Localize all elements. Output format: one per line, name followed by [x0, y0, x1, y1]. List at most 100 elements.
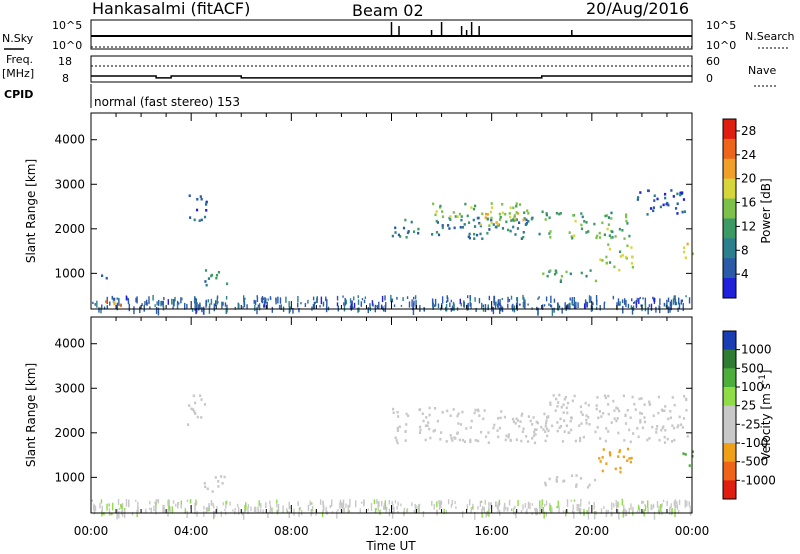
echo-cell	[492, 426, 495, 430]
noise-cell	[436, 509, 438, 515]
noise-cell	[162, 306, 165, 311]
noise-cell	[674, 295, 676, 303]
noise-cell	[363, 499, 365, 507]
echo-cell	[563, 397, 566, 401]
noise-cell	[367, 508, 369, 511]
echo-cell	[628, 234, 631, 238]
noise-cell	[671, 508, 673, 514]
noise-cell	[647, 507, 649, 513]
noise-cell	[209, 303, 211, 308]
noise-cell	[512, 303, 514, 312]
noise-cell	[422, 511, 425, 518]
echo-cell	[515, 438, 518, 441]
noise-cell	[213, 511, 215, 520]
noise-cell	[278, 304, 281, 309]
noise-cell	[276, 503, 278, 508]
noise-cell	[242, 295, 245, 302]
power-y-ticks: 1000 2000 3000 4000	[54, 133, 692, 280]
noise-cell	[214, 511, 216, 518]
velocity-echo-layer	[91, 393, 695, 520]
nsearch-label: N.Search	[745, 30, 795, 43]
noise-cell	[566, 304, 569, 309]
echo-cell	[467, 221, 471, 224]
echo-cell	[205, 209, 208, 212]
echo-cell	[561, 440, 565, 443]
echo-cell	[437, 233, 441, 237]
echo-cell	[555, 211, 559, 215]
echo-cell	[684, 397, 688, 401]
echo-cell	[683, 246, 686, 250]
colorbar-tick-label: 28	[741, 124, 756, 138]
noise-cell	[550, 506, 553, 513]
echo-cell	[509, 439, 512, 442]
noise-cell	[100, 307, 102, 314]
noise-cell	[587, 511, 590, 520]
echo-cell	[632, 432, 635, 435]
noise-cell	[116, 297, 118, 300]
echo-cell	[113, 302, 116, 306]
echo-cell	[647, 189, 650, 193]
noise-cell	[466, 304, 468, 311]
noise-cell	[275, 297, 277, 305]
noise-cell	[390, 294, 392, 302]
echo-cell	[660, 408, 664, 412]
echo-cell	[615, 419, 618, 423]
noise-cell	[135, 297, 137, 303]
echo-cell	[544, 218, 547, 221]
echo-cell	[404, 430, 407, 433]
noise-cell	[557, 304, 560, 311]
echo-cell	[456, 215, 459, 219]
noise-cell	[657, 509, 660, 513]
echo-cell	[473, 225, 477, 228]
echo-cell	[469, 440, 472, 444]
noise-cell	[437, 303, 440, 309]
echo-cell	[558, 393, 561, 397]
noise-cell	[673, 295, 675, 301]
noise-cell	[495, 301, 497, 306]
noise-cell	[493, 300, 495, 306]
noise-cell	[578, 503, 580, 511]
noise-cell	[568, 303, 570, 309]
colorbar-swatch	[723, 158, 736, 180]
noise-cell	[461, 511, 464, 518]
echo-cell	[432, 429, 435, 433]
echo-cell	[487, 441, 490, 444]
noise-cell	[213, 303, 216, 312]
echo-cell	[655, 431, 658, 434]
echo-cell	[660, 428, 663, 432]
noise-cell	[267, 298, 269, 301]
noise-cell	[500, 304, 502, 312]
echo-cell	[501, 211, 504, 215]
echo-cell	[394, 226, 397, 230]
noise-cell	[337, 509, 339, 512]
echo-cell	[215, 276, 218, 280]
noise-cell	[96, 300, 98, 308]
echo-cell	[631, 265, 634, 269]
echo-cell	[609, 453, 612, 457]
echo-cell	[450, 436, 453, 440]
noise-cell	[256, 307, 258, 315]
noise-cell	[384, 305, 386, 308]
echo-cell	[556, 404, 559, 408]
echo-cell	[663, 441, 667, 444]
noise-cell	[99, 502, 101, 509]
noise-cell	[293, 508, 295, 516]
echo-cell	[652, 209, 655, 213]
echo-cell	[565, 424, 569, 428]
noise-cell	[539, 506, 541, 515]
noise-tick-left-bottom: 10^0	[52, 39, 82, 52]
noise-cell	[445, 510, 448, 514]
echo-cell	[543, 412, 546, 416]
noise-cell	[600, 508, 603, 514]
noise-cell	[163, 504, 165, 513]
x-tick-label: 00:00	[675, 524, 710, 538]
noise-cell	[505, 506, 507, 511]
noise-cell	[183, 302, 186, 310]
colorbar-frame	[722, 118, 737, 299]
echo-cell	[215, 273, 219, 277]
power-y-label: Slant Range [km]	[24, 159, 38, 263]
echo-cell	[535, 420, 538, 424]
colorbar-swatch	[723, 258, 736, 279]
echo-cell	[217, 270, 221, 274]
noise-cell	[526, 508, 528, 515]
